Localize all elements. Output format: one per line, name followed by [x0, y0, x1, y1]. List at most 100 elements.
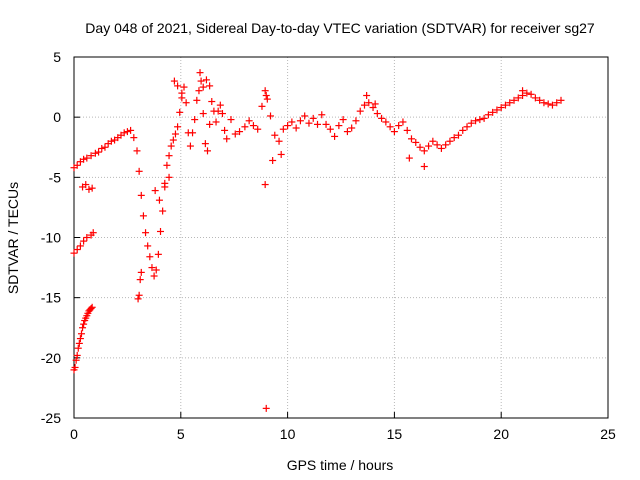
- data-point-marker: [548, 101, 556, 109]
- data-point-marker: [170, 77, 178, 85]
- x-tick-label: 5: [177, 426, 185, 442]
- data-point-marker: [531, 94, 539, 102]
- data-point-marker: [339, 116, 347, 124]
- data-point-marker: [216, 101, 224, 109]
- points-layer: [70, 69, 565, 412]
- data-point-marker: [74, 344, 82, 352]
- data-point-marker: [463, 123, 471, 131]
- data-point-marker: [76, 242, 84, 250]
- data-point-marker: [446, 137, 454, 145]
- y-tick-label: 0: [53, 109, 61, 125]
- x-axis-label: GPS time / hours: [287, 457, 394, 473]
- y-tick-label: -20: [41, 350, 61, 366]
- data-point-marker: [326, 125, 334, 133]
- data-point-marker: [221, 126, 229, 134]
- data-point-marker: [148, 264, 156, 272]
- data-point-marker: [309, 114, 317, 122]
- data-point-marker: [382, 118, 390, 126]
- data-point-marker: [480, 114, 488, 122]
- data-point-marker: [318, 111, 326, 119]
- data-point-marker: [176, 108, 184, 116]
- data-point-marker: [199, 83, 207, 91]
- data-point-marker: [193, 96, 201, 104]
- data-point-marker: [88, 303, 96, 311]
- data-point-marker: [73, 161, 81, 169]
- data-point-marker: [544, 100, 552, 108]
- data-point-marker: [201, 140, 209, 148]
- data-point-marker: [139, 212, 147, 220]
- data-point-marker: [369, 104, 377, 112]
- data-point-marker: [523, 89, 531, 97]
- data-point-marker: [348, 124, 356, 132]
- data-point-marker: [514, 94, 522, 102]
- data-point-marker: [80, 155, 88, 163]
- data-point-marker: [87, 152, 95, 160]
- data-point-marker: [263, 95, 271, 103]
- data-point-marker: [199, 110, 207, 118]
- data-point-marker: [288, 118, 296, 126]
- data-point-marker: [269, 156, 277, 164]
- data-point-marker: [425, 142, 433, 150]
- data-point-marker: [174, 123, 182, 131]
- x-tick-label: 10: [280, 426, 296, 442]
- data-point-marker: [249, 122, 257, 130]
- data-point-marker: [163, 161, 171, 169]
- data-point-marker: [416, 143, 424, 151]
- data-point-marker: [152, 266, 160, 274]
- data-point-marker: [70, 249, 78, 257]
- data-point-marker: [178, 89, 186, 97]
- data-point-marker: [180, 83, 188, 91]
- data-point-marker: [73, 246, 81, 254]
- data-point-marker: [120, 129, 128, 137]
- data-point-marker: [527, 90, 535, 98]
- data-point-marker: [437, 144, 445, 152]
- data-point-marker: [442, 141, 450, 149]
- data-point-marker: [136, 276, 144, 284]
- data-point-marker: [284, 122, 292, 130]
- data-point-marker: [135, 167, 143, 175]
- data-point-marker: [196, 69, 204, 77]
- data-point-marker: [189, 129, 197, 137]
- data-point-marker: [155, 196, 163, 204]
- data-point-marker: [277, 150, 285, 158]
- data-point-marker: [83, 154, 91, 162]
- data-point-marker: [204, 147, 211, 155]
- data-point-marker: [80, 320, 88, 328]
- data-point-marker: [123, 128, 131, 136]
- data-point-marker: [399, 118, 407, 126]
- data-point-marker: [89, 229, 97, 237]
- data-point-marker: [267, 112, 275, 120]
- data-point-marker: [467, 119, 475, 127]
- data-point-marker: [386, 123, 394, 131]
- x-tick-label: 15: [387, 426, 403, 442]
- tick-layer: 0 5 10 15 20 25 -25 -20 -15 -10 -5 0 5: [41, 49, 616, 442]
- data-point-marker: [91, 149, 99, 157]
- data-point-marker: [536, 96, 544, 104]
- x-tick-label: 25: [600, 426, 616, 442]
- data-point-marker: [206, 82, 214, 90]
- y-axis-label: SDTVAR / TECUs: [5, 182, 21, 294]
- data-point-marker: [258, 102, 266, 110]
- data-point-marker: [107, 137, 115, 145]
- data-point-marker: [130, 134, 138, 142]
- data-point-marker: [301, 112, 309, 120]
- data-point-marker: [275, 137, 283, 145]
- data-point-marker: [134, 295, 142, 303]
- data-point-marker: [245, 117, 253, 125]
- data-point-marker: [174, 82, 182, 90]
- data-point-marker: [450, 134, 458, 142]
- data-point-marker: [197, 77, 205, 85]
- data-point-marker: [191, 116, 199, 124]
- data-point-marker: [519, 87, 527, 95]
- y-tick-label: -25: [41, 410, 61, 426]
- data-point-marker: [218, 110, 226, 118]
- data-point-marker: [497, 104, 505, 112]
- data-point-marker: [159, 207, 167, 215]
- data-point-marker: [331, 132, 339, 140]
- data-point-marker: [171, 130, 179, 138]
- data-point-marker: [472, 117, 480, 125]
- data-point-marker: [77, 330, 85, 338]
- data-point-marker: [165, 173, 173, 181]
